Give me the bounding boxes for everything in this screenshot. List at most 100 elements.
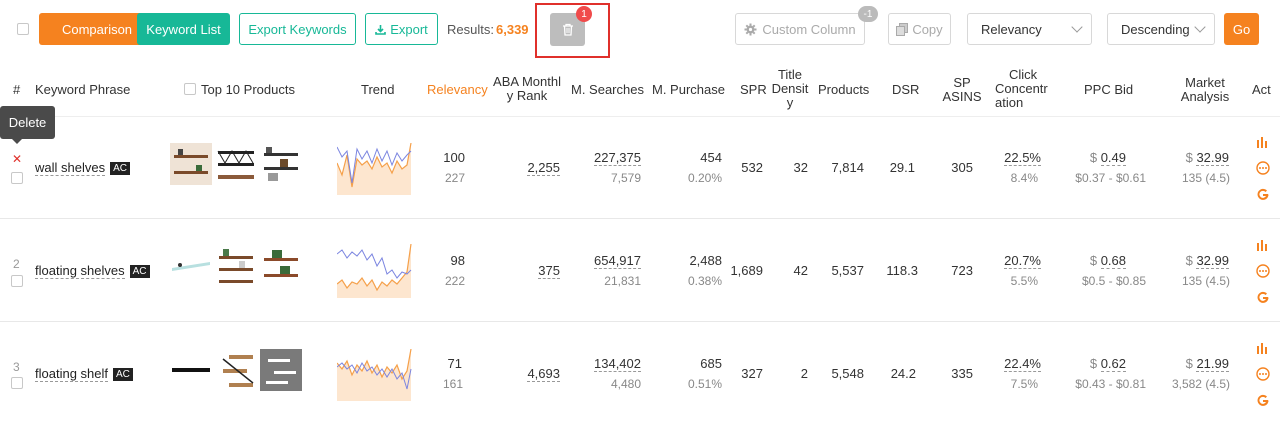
col-searches[interactable]: M. Searches (571, 82, 644, 97)
keyword-text[interactable]: floating shelf (35, 366, 108, 382)
col-ppc-bid[interactable]: PPC Bid (1084, 82, 1134, 97)
keyword-text[interactable]: floating shelves (35, 263, 125, 279)
trend-chart[interactable] (337, 349, 413, 401)
export-keywords-button[interactable]: Export Keywords (239, 13, 356, 45)
col-keyword[interactable]: Keyword Phrase (35, 82, 131, 97)
row-checkbox[interactable] (11, 172, 23, 184)
product-thumbnail[interactable] (215, 246, 257, 288)
relevancy-value: 98 (450, 253, 465, 268)
ppc-bid-value[interactable]: $ 0.62 (1066, 356, 1126, 372)
col-purchase[interactable]: M. Purchase (652, 82, 725, 97)
row-checkbox[interactable] (11, 377, 23, 389)
products-value: 5,537 (831, 263, 864, 278)
spr-value: 1,689 (730, 263, 763, 278)
col-index: # (13, 82, 21, 97)
chevron-down-icon (1071, 21, 1083, 33)
table-row: ✕ wall shelves AC 100 227 2,255 227,375 7… (0, 116, 1280, 219)
ppc-bid-text: 0.68 (1100, 253, 1126, 269)
aba-rank-value[interactable]: 2,255 (500, 160, 560, 176)
copy-icon (896, 22, 909, 36)
bar-chart-icon[interactable] (1256, 238, 1270, 252)
ppc-bid-text: 0.62 (1100, 356, 1126, 372)
trend-chart[interactable] (337, 244, 413, 298)
google-icon[interactable] (1256, 394, 1270, 408)
keyword-text[interactable]: wall shelves (35, 160, 106, 176)
keyword-cell[interactable]: floating shelves AC (35, 263, 150, 279)
products-value: 7,814 (831, 160, 864, 175)
aba-rank-value[interactable]: 375 (500, 263, 560, 279)
trend-chart[interactable] (337, 143, 413, 195)
ppc-bid-value[interactable]: $ 0.49 (1066, 150, 1126, 166)
dsr-value: 24.2 (890, 366, 916, 381)
select-all-checkbox[interactable] (17, 23, 29, 35)
market-price[interactable]: $ 32.99 (1168, 150, 1229, 166)
row-index: 2 (13, 257, 20, 271)
product-thumbnail[interactable] (215, 349, 257, 391)
col-dsr[interactable]: DSR (892, 82, 920, 97)
bar-chart-icon[interactable] (1256, 341, 1270, 355)
product-thumbnail[interactable] (170, 349, 212, 391)
col-click-concentration[interactable]: Click Concentr ation (995, 68, 1048, 110)
market-currency: $ (1185, 356, 1193, 371)
keyword-cell[interactable]: wall shelves AC (35, 160, 130, 176)
gear-icon (744, 23, 757, 35)
keyword-cell[interactable]: floating shelf AC (35, 366, 133, 382)
aba-rank-value[interactable]: 4,693 (500, 366, 560, 382)
row-index: 3 (13, 360, 20, 374)
ppc-range: $0.5 - $0.85 (1081, 274, 1146, 288)
top10-checkbox[interactable] (184, 83, 196, 95)
product-thumbnail[interactable] (260, 246, 302, 288)
product-thumbnail[interactable] (260, 143, 302, 185)
searches-value[interactable]: 227,375 (570, 150, 641, 166)
searches-value[interactable]: 654,917 (570, 253, 641, 269)
click-concentration-value[interactable]: 20.7% (995, 253, 1041, 269)
market-price[interactable]: $ 21.99 (1168, 356, 1229, 372)
click-conc-text: 22.4% (1004, 356, 1041, 372)
purchase-sub: 0.20% (687, 171, 722, 185)
product-thumbnail[interactable] (170, 143, 212, 185)
more-icon[interactable] (1256, 264, 1270, 278)
ppc-bid-value[interactable]: $ 0.68 (1066, 253, 1126, 269)
market-price[interactable]: $ 32.99 (1168, 253, 1229, 269)
remove-keyword-icon[interactable]: ✕ (12, 152, 23, 166)
sort-field-select[interactable]: Relevancy (967, 13, 1092, 45)
col-spr[interactable]: SPR (740, 82, 767, 97)
col-products[interactable]: Products (818, 82, 870, 97)
more-icon[interactable] (1256, 367, 1270, 381)
google-icon[interactable] (1256, 188, 1270, 202)
product-thumbnail[interactable] (260, 349, 302, 391)
searches-text: 227,375 (594, 150, 641, 166)
sp-asins-value: 723 (951, 263, 973, 278)
product-thumbnail[interactable] (215, 143, 257, 185)
click-conc-text: 22.5% (1004, 150, 1041, 166)
sort-order-select[interactable]: Descending (1107, 13, 1215, 45)
col-top10: Top 10 Products (201, 82, 295, 97)
more-icon[interactable] (1256, 161, 1270, 175)
col-aba-rank[interactable]: ABA Monthl y Rank (493, 75, 561, 103)
comparison-button[interactable]: Comparison (39, 13, 155, 45)
export-button[interactable]: Export (365, 13, 438, 45)
custom-column-button[interactable]: Custom Column (735, 13, 865, 45)
col-relevancy[interactable]: Relevancy (427, 82, 488, 97)
bar-chart-icon[interactable] (1256, 135, 1270, 149)
click-concentration-value[interactable]: 22.5% (995, 150, 1041, 166)
sort-order-value: Descending (1121, 21, 1190, 37)
go-button[interactable]: Go (1224, 13, 1259, 45)
col-trend: Trend (361, 82, 395, 97)
relevancy-value: 100 (443, 150, 465, 165)
keyword-list-button[interactable]: Keyword List (137, 13, 230, 45)
col-sp-asins[interactable]: SP ASINS (942, 76, 982, 104)
ppc-range: $0.43 - $0.81 (1075, 377, 1146, 391)
ppc-currency: $ (1089, 253, 1098, 268)
market-price-text: 32.99 (1196, 150, 1229, 166)
row-checkbox[interactable] (11, 275, 23, 287)
click-concentration-value[interactable]: 22.4% (995, 356, 1041, 372)
col-click-line2: Concentr (995, 81, 1048, 96)
col-market-analysis[interactable]: Market Analysis (1180, 76, 1230, 104)
product-thumbnail[interactable] (170, 246, 212, 288)
col-title-density[interactable]: Title Densit y (770, 68, 810, 110)
searches-value[interactable]: 134,402 (570, 356, 641, 372)
google-icon[interactable] (1256, 291, 1270, 305)
copy-button[interactable]: Copy (888, 13, 951, 45)
ppc-range: $0.37 - $0.61 (1075, 171, 1146, 185)
